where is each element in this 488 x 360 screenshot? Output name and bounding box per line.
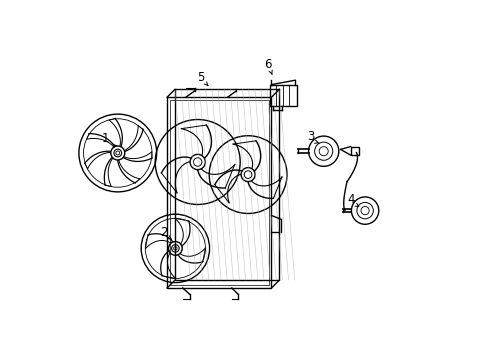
Bar xyxy=(167,97,271,288)
Text: 6: 6 xyxy=(264,58,271,71)
Text: 4: 4 xyxy=(346,193,354,206)
Bar xyxy=(269,85,296,106)
Text: 5: 5 xyxy=(197,71,204,84)
Bar xyxy=(175,89,279,280)
Text: 3: 3 xyxy=(307,130,314,143)
Bar xyxy=(350,147,358,155)
Bar xyxy=(170,100,268,285)
Text: 1: 1 xyxy=(102,132,109,145)
Text: 2: 2 xyxy=(160,226,167,239)
